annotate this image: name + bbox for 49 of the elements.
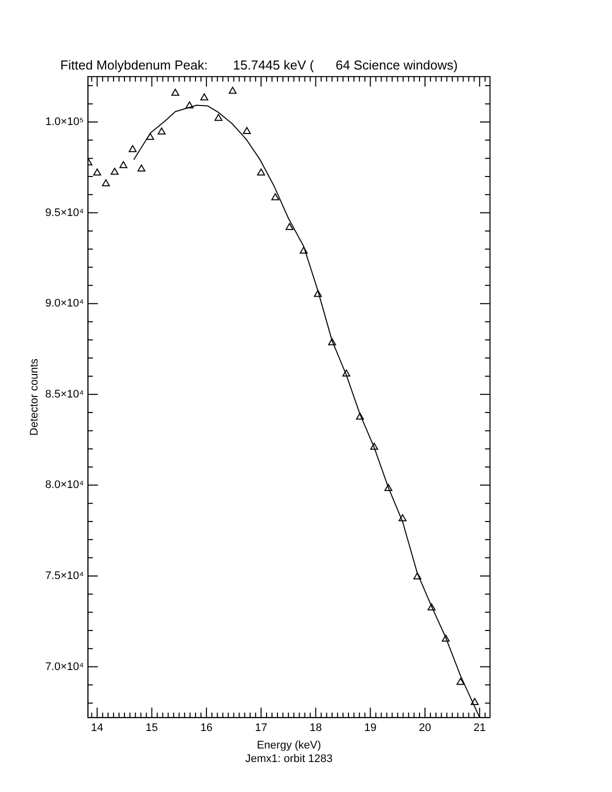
- point: [186, 101, 194, 108]
- point: [370, 442, 378, 450]
- point: [356, 412, 364, 420]
- point: [137, 164, 146, 172]
- y-axis-title: Detector counts: [28, 358, 41, 436]
- point: [470, 698, 479, 706]
- point: [286, 223, 294, 230]
- y-tick-label: 9.0×10⁴: [45, 298, 84, 310]
- y-tick-label: 7.0×10⁴: [45, 660, 84, 673]
- point: [456, 678, 464, 685]
- point: [93, 168, 102, 176]
- x-tick-label: 17: [254, 722, 268, 734]
- x-tick-label: 18: [310, 722, 322, 734]
- point: [128, 145, 137, 152]
- x-axis-title: Energy (keV): [256, 739, 322, 752]
- point: [171, 88, 180, 96]
- point: [110, 168, 119, 175]
- y-tick-label: 9.5×10⁴: [45, 206, 84, 219]
- x-tick-label: 15: [146, 722, 158, 734]
- point: [342, 370, 350, 377]
- point: [146, 132, 154, 140]
- point: [384, 484, 392, 491]
- y-tick-label: 8.5×10⁴: [45, 388, 84, 400]
- point: [442, 634, 450, 642]
- point: [242, 126, 251, 134]
- point: [228, 86, 237, 94]
- point: [200, 93, 208, 100]
- point: [413, 572, 422, 580]
- y-tick-label: 7.5×10⁴: [45, 570, 84, 582]
- point: [119, 161, 128, 168]
- point: [328, 338, 336, 346]
- x-tick-label: 16: [200, 722, 213, 734]
- y-tick-label: 1.0×10⁵: [45, 116, 84, 128]
- x-tick-label: 21: [473, 722, 486, 734]
- point: [271, 193, 280, 200]
- point: [428, 603, 436, 610]
- point: [102, 179, 110, 186]
- y-tick-label: 8.0×10⁴: [45, 479, 84, 492]
- x-tick-label: 20: [418, 722, 432, 734]
- point: [257, 168, 266, 176]
- text: Jemx1: orbit 1283: [245, 753, 333, 766]
- point: [398, 514, 407, 522]
- chart-title: Fitted Molybdenum Peak: 15.7445 keV ( 64 Science windows): [60, 57, 458, 72]
- point: [300, 246, 308, 254]
- point: [214, 114, 222, 121]
- x-tick-label: 14: [91, 722, 104, 734]
- x-tick-label: 19: [364, 722, 376, 734]
- point: [314, 290, 322, 297]
- point: [158, 127, 166, 134]
